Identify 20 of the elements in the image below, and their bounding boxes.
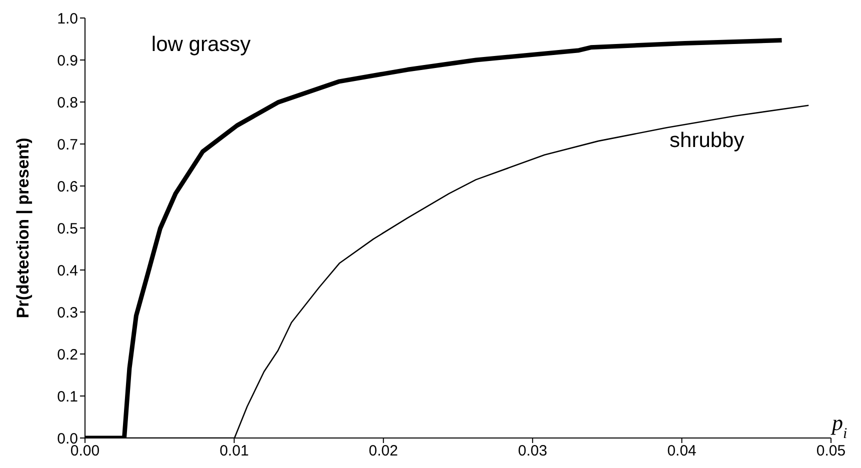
x-tick-label: 0.04 — [667, 442, 696, 460]
y-tick-label: 0.3 — [57, 304, 78, 322]
y-tick-label: 0.7 — [57, 136, 78, 154]
y-tick-label: 1.0 — [57, 10, 78, 28]
y-tick-label: 0.5 — [57, 220, 78, 238]
y-tick-label: 0.1 — [57, 388, 78, 406]
x-axis-title: p$_{i}$ — [830, 410, 848, 442]
x-tick-label: 0.00 — [70, 442, 100, 460]
x-tick-label: 0.02 — [368, 442, 398, 460]
y-tick-label: 0.9 — [57, 52, 78, 70]
text: low grassy — [151, 33, 252, 56]
x-tick-label: 0.01 — [220, 442, 249, 460]
y-tick-label: 0.4 — [57, 262, 78, 280]
series-label: shrubby — [670, 129, 745, 152]
y-tick-label: 0.8 — [57, 94, 78, 112]
y-axis-title: Pr(detection | present) — [13, 138, 32, 318]
x-tick-label: 0.03 — [518, 442, 548, 460]
y-tick-label: 0.2 — [57, 346, 78, 364]
x-tick-label: 0.05 — [816, 442, 846, 460]
y-tick-label: 0.6 — [57, 178, 78, 196]
